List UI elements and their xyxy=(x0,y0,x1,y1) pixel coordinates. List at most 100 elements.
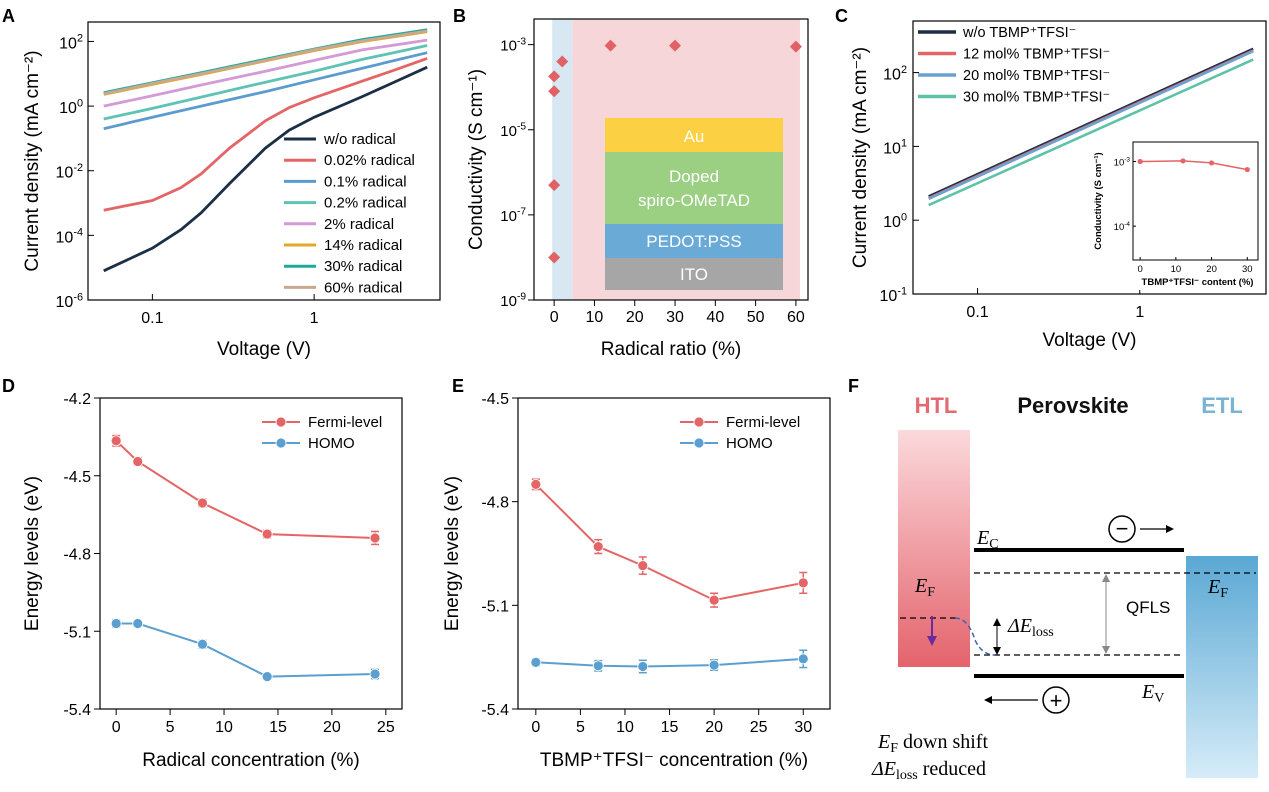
y-tick-label: 10-1 xyxy=(880,285,907,305)
y-tick-label: 101 xyxy=(883,138,907,158)
y-tick-label: 10-4 xyxy=(56,227,83,247)
panel-label-b: B xyxy=(453,6,466,26)
y-axis-label: Energy levels (eV) xyxy=(442,476,463,631)
legend-marker xyxy=(275,437,287,449)
ef-left-label: EF xyxy=(914,575,935,600)
x-tick-label: 40 xyxy=(706,309,724,326)
hole-symbol: + xyxy=(1050,688,1063,713)
device-layer-label: Au xyxy=(684,127,705,146)
legend-label: Fermi-level xyxy=(726,414,800,431)
panel-label-d: D xyxy=(2,376,15,396)
data-point xyxy=(530,478,542,490)
electron-symbol: − xyxy=(1116,516,1129,541)
y-tick-label: -5.4 xyxy=(481,702,509,719)
legend-label: 2% radical xyxy=(324,216,394,233)
inset-x-tick-label: 10 xyxy=(1171,264,1182,275)
qfls-arrowhead-down xyxy=(1102,646,1110,654)
x-tick-label: 0.1 xyxy=(141,310,163,327)
legend-label: 12 mol% TBMP⁺TFSI⁻ xyxy=(963,47,1110,63)
panel-label-a: A xyxy=(2,6,15,26)
x-tick-label: 25 xyxy=(750,719,768,736)
panel-label-f: F xyxy=(848,376,859,396)
device-layer-label: ITO xyxy=(680,265,708,284)
x-tick-label: 1 xyxy=(310,310,319,327)
x-tick-label: 50 xyxy=(747,309,765,326)
legend-label: 30% radical xyxy=(324,258,402,275)
device-layer-2 xyxy=(605,224,783,258)
panel-label-e: E xyxy=(452,376,464,396)
y-tick-label: 100 xyxy=(883,211,907,231)
y-tick-label: -4.8 xyxy=(481,495,509,512)
x-tick-label: 20 xyxy=(323,719,341,736)
data-point xyxy=(132,618,144,629)
htl-block xyxy=(898,430,970,667)
y-tick-label: -5.4 xyxy=(63,702,91,719)
legend-marker xyxy=(693,437,705,449)
x-tick-label: 0 xyxy=(112,719,121,736)
y-axis-label: Energy levels (eV) xyxy=(22,476,43,631)
x-tick-label: 0.1 xyxy=(966,304,988,321)
y-tick-label: 10-2 xyxy=(56,162,83,182)
ef-right-label: EF xyxy=(1207,576,1228,601)
data-point xyxy=(789,40,802,53)
data-point xyxy=(669,39,682,52)
x-axis-label: Radical ratio (%) xyxy=(601,339,741,360)
series-line-0 xyxy=(115,440,376,539)
fermi-shift-curve xyxy=(954,617,996,656)
x-axis-label: Radical concentration (%) xyxy=(142,750,360,771)
y-tick-label: -5.1 xyxy=(481,598,509,615)
data-point xyxy=(604,39,617,52)
band-diagram: HTL Perovskite ETL − + EC EV EF EF ΔElos… xyxy=(871,393,1258,783)
data-point xyxy=(592,541,604,552)
series-line-1 xyxy=(116,622,376,678)
etl-label: ETL xyxy=(1201,393,1243,418)
legend-label: 30 mol% TBMP⁺TFSI⁻ xyxy=(963,90,1110,106)
data-point xyxy=(261,671,273,683)
x-tick-label: 10 xyxy=(215,719,233,736)
inset-y-tick-label: 10-4 xyxy=(1114,221,1131,233)
device-layer-3 xyxy=(605,258,783,290)
legend-label: HOMO xyxy=(726,435,773,452)
plot-frame xyxy=(912,20,1267,295)
series-line-1 xyxy=(535,657,804,668)
x-axis-label: Voltage (V) xyxy=(217,339,311,360)
y-tick-label: 10-5 xyxy=(500,121,526,139)
y-tick-label: -5.1 xyxy=(63,624,91,641)
data-point xyxy=(132,456,144,467)
inset-y-axis-label: Conductivity (S cm⁻¹) xyxy=(1093,152,1104,249)
x-tick-label: 15 xyxy=(269,719,287,736)
ec-label: EC xyxy=(976,527,999,552)
legend-label: w/o radical xyxy=(323,131,396,148)
data-point xyxy=(110,618,122,629)
x-tick-label: 20 xyxy=(705,719,723,736)
inset-x-tick-label: 0 xyxy=(1137,264,1142,275)
inset-y-tick-label: 10-3 xyxy=(1114,156,1131,168)
htl-label: HTL xyxy=(915,393,958,418)
legend-label: Fermi-level xyxy=(308,414,382,431)
series-line-3 xyxy=(103,44,428,121)
x-tick-label: 15 xyxy=(661,719,679,736)
delta-e-loss-label: ΔEloss xyxy=(1007,615,1054,640)
y-tick-label: 10-9 xyxy=(500,292,526,310)
data-point xyxy=(530,656,542,668)
series-line-4 xyxy=(103,38,428,108)
inset-line xyxy=(1140,160,1248,171)
data-point xyxy=(637,560,649,571)
series-line-0 xyxy=(535,483,804,602)
plot-frame xyxy=(533,18,809,301)
y-tick-label: 10-7 xyxy=(500,207,526,225)
inset-x-tick-label: 30 xyxy=(1242,264,1253,275)
y-tick-label: -4.8 xyxy=(63,547,91,564)
electron-arrowhead xyxy=(1166,525,1174,533)
x-tick-label: 10 xyxy=(586,309,604,326)
data-point xyxy=(197,497,208,509)
y-tick-label: -4.5 xyxy=(63,469,91,486)
y-axis-label: Conductivity (S cm⁻¹) xyxy=(466,69,487,250)
data-point xyxy=(110,435,122,447)
series-line-1 xyxy=(103,57,428,212)
x-tick-label: 1 xyxy=(1135,304,1144,321)
y-tick-label: 10-3 xyxy=(500,36,526,54)
legend-label: w/o TBMP⁺TFSI⁻ xyxy=(962,25,1076,41)
plot-frame xyxy=(517,397,831,710)
